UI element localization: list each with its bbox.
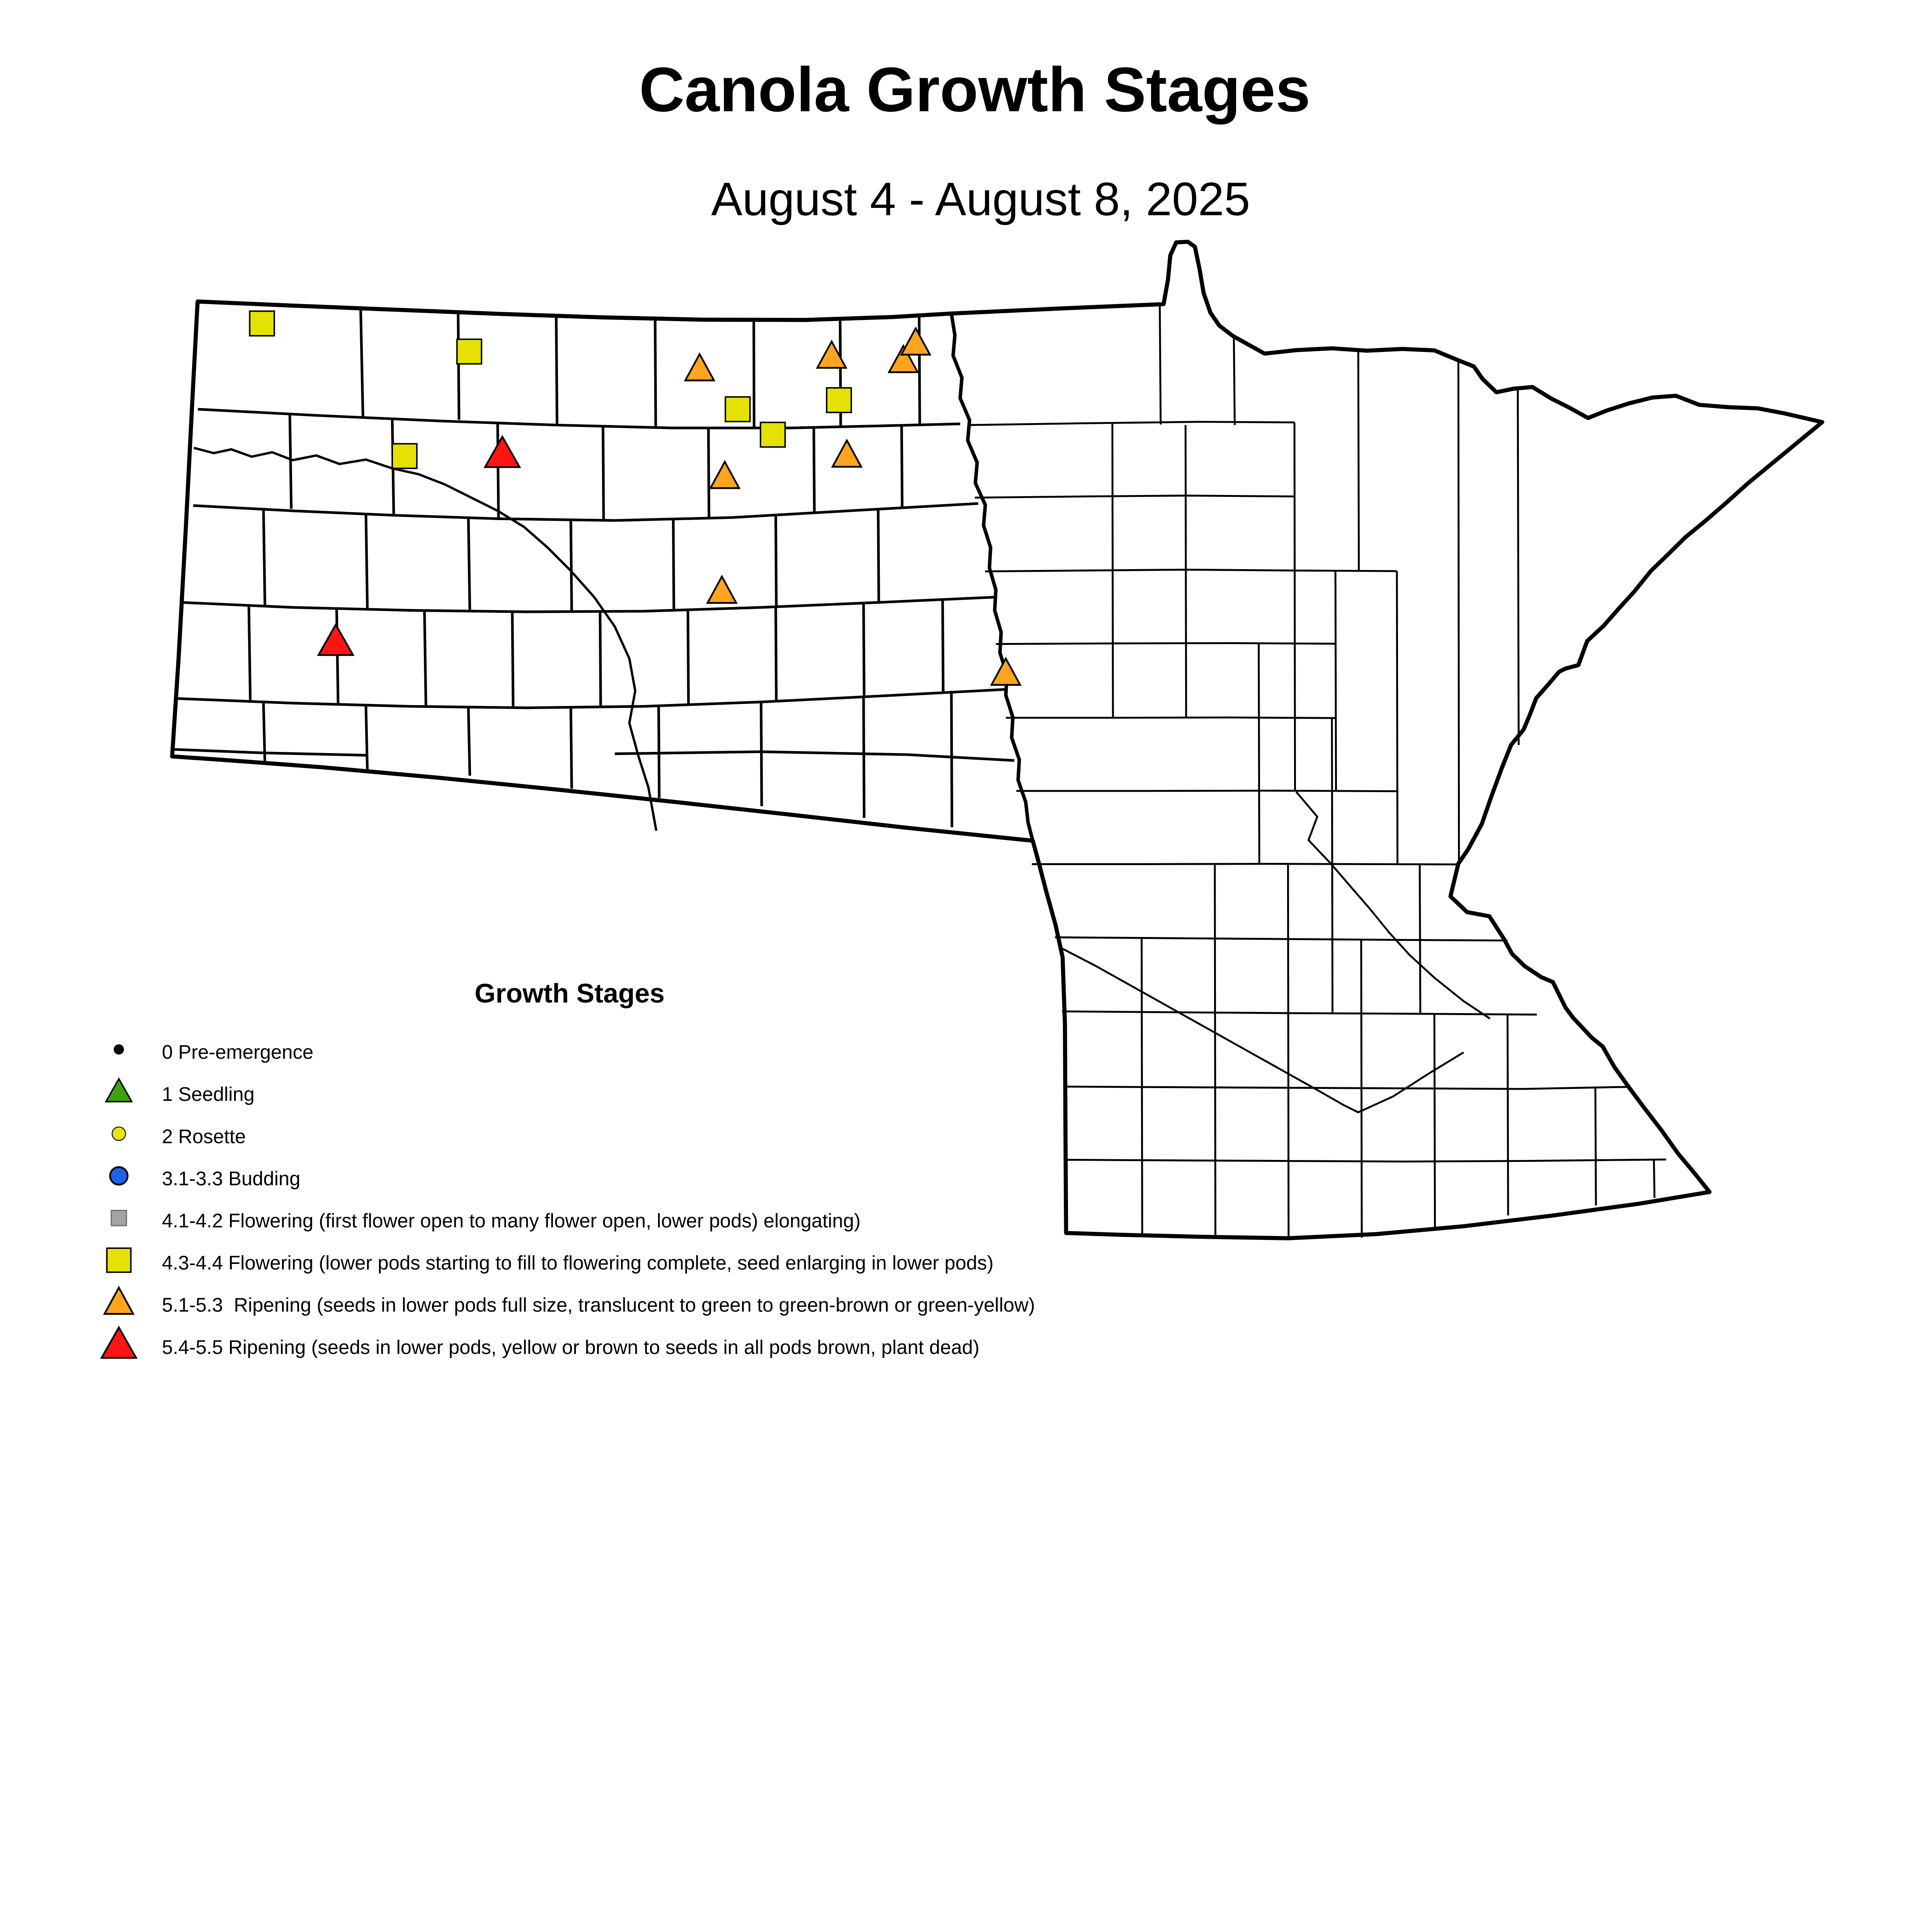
nd-mn-county-map [170,240,1825,1240]
map-marker-square [391,443,418,469]
red-river-state-border [949,313,1035,841]
subtitle: August 4 - August 8, 2025 [711,173,1250,225]
legend-symbol-triangle [103,1286,135,1315]
map-marker-square [456,338,483,365]
map-marker-square [249,310,275,337]
legend-symbol-circle [109,1166,129,1186]
legend-title: Growth Stages [474,978,665,1009]
map-marker-red-triangle [317,622,355,656]
legend-item-4.1-4.2: 4.1-4.2 Flowering (first flower open to … [111,1210,861,1232]
map-markers-layer [249,310,1022,686]
page-title: Canola Growth Stages [639,54,1310,125]
map-marker-square [724,396,751,422]
legend-item-label: 5.1-5.3 Ripening (seeds in lower pods fu… [162,1294,1035,1316]
legend-symbol-square [106,1247,132,1273]
legend-symbol-triangle [100,1325,138,1359]
legend-item-label: 4.1-4.2 Flowering (first flower open to … [162,1210,861,1232]
map-marker-orange-triangle [887,344,919,373]
legend-item-5.1-5.3: 5.1-5.3 Ripening (seeds in lower pods fu… [103,1286,1035,1316]
map-marker-orange-triangle [684,352,716,381]
missouri-river-line [193,447,658,831]
legend-item-label: 5.4-5.5 Ripening (seeds in lower pods, y… [162,1336,980,1358]
minnesota-river-line [1058,791,1491,1114]
legend-symbol-circle [112,1126,126,1141]
legend-item-4.3-4.4: 4.3-4.4 Flowering (lower pods starting t… [106,1247,993,1274]
legend-item-label: 4.3-4.4 Flowering (lower pods starting t… [162,1252,993,1274]
map-marker-orange-triangle [990,656,1022,686]
map-marker-orange-triangle [831,439,863,468]
map-marker-orange-triangle [709,460,741,489]
map-figure-canvas: Canola Growth Stages August 4 - August 8… [100,54,1825,1359]
legend-item-3.1-3.3: 3.1-3.3 Budding [109,1166,300,1189]
legend-item-2: 2 Rosette [112,1125,246,1147]
legend: Growth Stages 0 Pre-emergence 1 Seedling 2… [100,978,1035,1359]
map-marker-square [826,387,852,413]
canola-growth-stages-figure: Canola Growth Stages August 4 - August 8… [100,54,1825,1359]
legend-item-label: 3.1-3.3 Budding [162,1167,300,1189]
legend-symbol-triangle [105,1077,133,1102]
legend-symbol-square [111,1210,127,1226]
legend-item-1: 1 Seedling [105,1077,255,1105]
legend-item-label: 0 Pre-emergence [162,1041,313,1063]
map-marker-square [760,422,786,448]
legend-item-0: 0 Pre-emergence [114,1041,313,1063]
map-marker-orange-triangle [816,340,848,369]
legend-items: 0 Pre-emergence 1 Seedling 2 Rosette 3.1-3.… [100,1041,1035,1359]
legend-item-label: 2 Rosette [162,1125,246,1147]
map-marker-red-triangle [483,435,521,468]
legend-symbol-circle [114,1044,124,1055]
state-outline [170,240,1825,1240]
mn-county-lines [969,305,1667,1238]
legend-item-label: 1 Seedling [162,1083,255,1105]
map-marker-orange-triangle [900,326,932,356]
map-marker-orange-triangle [706,575,738,604]
legend-item-5.4-5.5: 5.4-5.5 Ripening (seeds in lower pods, y… [100,1325,980,1359]
